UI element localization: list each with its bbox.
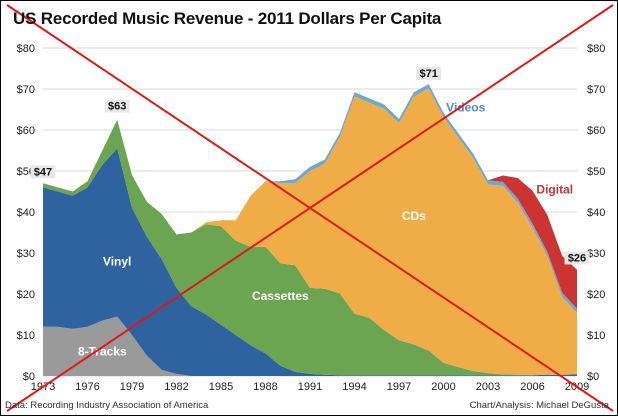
value-annotation-box [416,66,442,80]
value-annotation-box [564,251,590,265]
chart-title: US Recorded Music Revenue - 2011 Dollars… [13,9,442,28]
y-tick-label-right: $80 [587,43,605,55]
x-tick-label: 1994 [342,381,366,393]
y-tick-label-left: $30 [17,248,35,260]
chart-credit-note: Chart/Analysis: Michael DeGusta [469,400,609,411]
series-area-8-tracks [43,316,577,376]
value-annotation-box [104,99,130,113]
y-tick-label-left: $70 [17,84,35,96]
y-tick-label-right: $60 [587,125,605,137]
x-tick-label: 1991 [298,381,322,393]
x-tick-label: 1988 [253,381,277,393]
value-annotation: $71 [419,68,437,80]
y-tick-label-right: $10 [587,330,605,342]
y-tick-label-right: $50 [587,166,605,178]
y-tick-label-right: $0 [587,371,599,383]
series-label: CDs [402,209,426,223]
series-label: Digital [536,183,573,197]
value-annotation-box [30,165,56,179]
x-tick-label: 1976 [75,381,99,393]
data-source-note: Data: Recording Industry Association of … [5,400,209,411]
x-tick-label: 2003 [476,381,500,393]
y-tick-label-left: $80 [17,43,35,55]
series-label: Cassettes [252,289,309,303]
y-tick-label-right: $20 [587,289,605,301]
red-x-line-2 [6,4,614,412]
series-area-cds [43,88,577,376]
x-tick-label: 1979 [120,381,144,393]
y-tick-label-left: $20 [17,289,35,301]
y-tick-label-left: $10 [17,330,35,342]
y-tick-label-left: $60 [17,125,35,137]
y-tick-label-left: $0 [23,371,35,383]
value-annotation: $63 [108,101,126,113]
x-tick-label: 2006 [520,381,544,393]
x-tick-label: 1982 [164,381,188,393]
y-tick-label-right: $30 [587,248,605,260]
y-tick-label-right: $40 [587,207,605,219]
value-annotation: $26 [568,252,586,264]
x-tick-label: 1997 [387,381,411,393]
series-area-cassettes [43,119,577,376]
y-tick-label-left: $40 [17,207,35,219]
series-label: Vinyl [103,254,131,268]
x-tick-label: 1985 [209,381,233,393]
x-tick-label: 2000 [431,381,455,393]
y-tick-label-left: $50 [17,166,35,178]
value-annotation: $47 [34,166,52,178]
series-area-vinyl [43,148,577,376]
y-tick-label-right: $70 [587,84,605,96]
